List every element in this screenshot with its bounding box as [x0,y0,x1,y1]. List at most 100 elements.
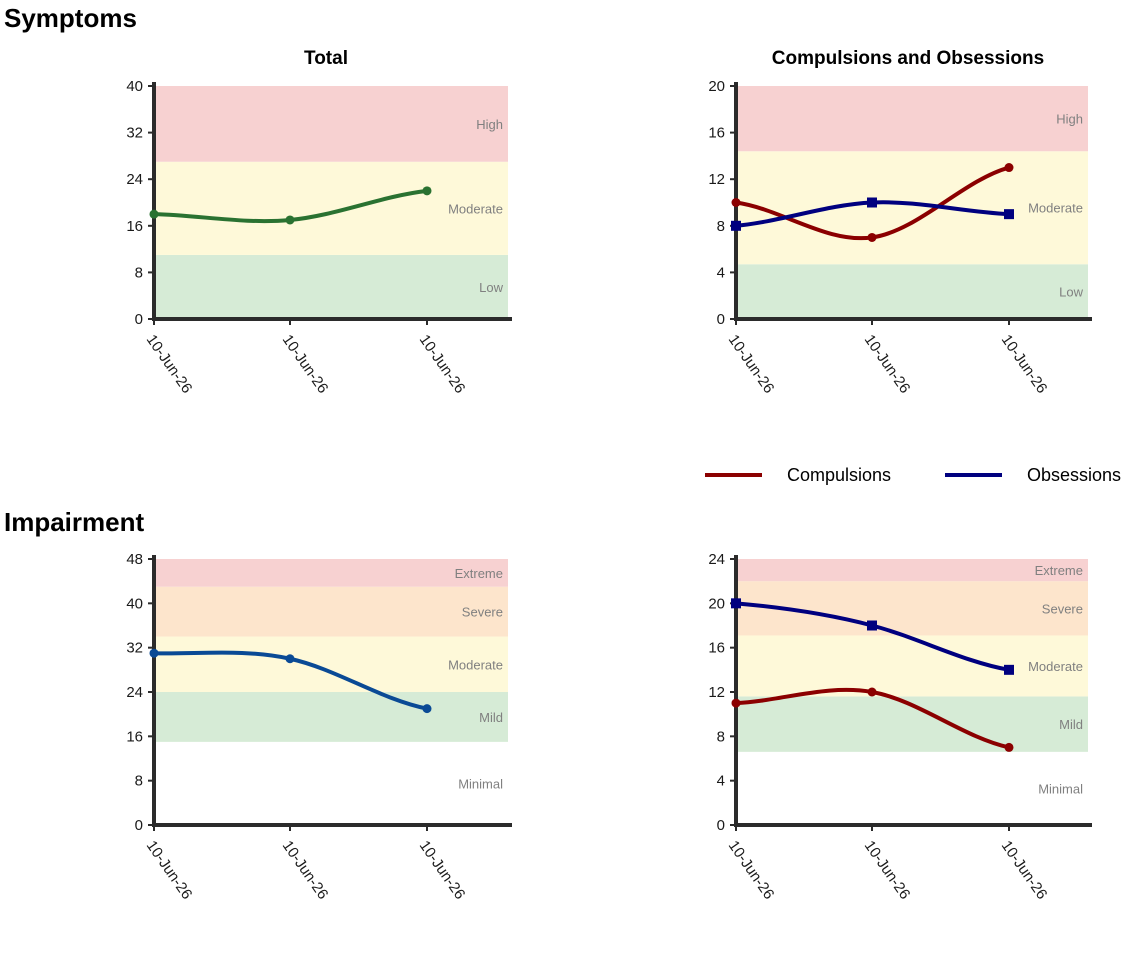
band-label-minimal: Minimal [1038,781,1083,796]
band-high [154,86,508,162]
x-tick-label: 10-Jun-26 [998,332,1051,397]
y-tick-label: 0 [135,817,143,834]
y-tick-label: 16 [708,640,725,657]
y-tick-label: 16 [126,728,143,745]
data-point-total [149,648,159,658]
y-tick-label: 48 [126,551,143,568]
data-point-compulsions [731,698,741,708]
y-tick-label: 4 [717,773,725,790]
legend-label-compulsions: Compulsions [787,465,891,485]
data-point-compulsions [1004,742,1014,752]
y-tick-label: 32 [126,640,143,657]
y-tick-label: 4 [717,264,725,281]
band-label-low: Low [479,280,503,295]
y-tick-label: 12 [708,171,725,188]
y-tick-label: 12 [708,684,725,701]
data-point-total [149,209,159,219]
band-label-extreme: Extreme [455,566,503,581]
data-point-obsessions [867,620,877,631]
x-tick-label: 10-Jun-26 [861,332,914,397]
severity-bands: Low Moderate High [154,86,508,319]
band-label-low: Low [1059,285,1083,300]
chart-impairment-compulsions-obsessions: Minimal Mild Moderate Severe Extreme 0 4 8 12 16 2… [708,551,1092,903]
data-point-compulsions [867,232,877,242]
data-point-obsessions [1004,209,1014,220]
band-moderate [736,635,1088,697]
severity-bands: Minimal Mild Moderate Severe Extreme [154,559,508,825]
chart-title: Total [304,48,348,69]
band-low [736,264,1088,319]
data-point-obsessions [867,197,877,208]
x-tick-label: 10-Jun-26 [998,838,1051,903]
chart-symptoms-compulsions-obsessions: Compulsions and Obsessions Low Moderate Hi… [708,48,1092,397]
data-point-compulsions [867,687,877,697]
chart-symptoms-total: Total Low Moderate High 0 8 16 24 32 40 10-Jun-26… [126,48,512,397]
band-label-moderate: Moderate [1028,659,1083,674]
band-severe [154,586,508,637]
data-point-obsessions [731,598,741,609]
band-mild [154,692,508,742]
y-tick-label: 8 [135,264,143,281]
band-label-extreme: Extreme [1035,563,1083,578]
data-point-total [285,654,295,664]
band-label-moderate: Moderate [1028,201,1083,216]
band-extreme [154,559,508,587]
chart-impairment-total: Minimal Mild Moderate Severe Extreme 0 8 16 24 32… [126,551,512,903]
band-label-minimal: Minimal [458,776,503,791]
band-moderate [154,636,508,692]
band-label-mild: Mild [1059,717,1083,732]
y-tick-label: 40 [126,595,143,612]
symptoms-section-title: Symptoms [4,3,137,33]
x-tick-label: 10-Jun-26 [861,838,914,903]
band-label-mild: Mild [479,710,503,725]
legend: Compulsions Obsessions [705,465,1121,485]
data-point-compulsions [1004,163,1014,173]
band-label-severe: Severe [462,605,503,620]
band-extreme [736,559,1088,582]
band-moderate [736,151,1088,265]
x-tick-label: 10-Jun-26 [143,838,196,903]
y-tick-label: 24 [708,551,725,568]
y-tick-label: 0 [135,311,143,328]
impairment-section-title: Impairment [4,507,145,537]
y-tick-label: 8 [717,218,725,235]
data-point-obsessions [1004,664,1014,675]
band-label-moderate: Moderate [448,657,503,672]
y-tick-label: 24 [126,684,143,701]
x-tick-label: 10-Jun-26 [725,332,778,397]
y-tick-label: 16 [708,125,725,142]
severity-bands: Low Moderate High [736,86,1088,319]
x-tick-label: 10-Jun-26 [725,838,778,903]
band-moderate [154,161,508,255]
x-tick-label: 10-Jun-26 [416,838,469,903]
band-label-high: High [476,117,503,132]
x-tick-label: 10-Jun-26 [143,332,196,397]
legend-label-obsessions: Obsessions [1027,465,1121,485]
chart-title: Compulsions and Obsessions [772,48,1044,69]
data-point-total [422,186,432,196]
y-tick-label: 8 [717,728,725,745]
y-tick-label: 0 [717,817,725,834]
band-high [736,86,1088,152]
y-tick-label: 8 [135,773,143,790]
y-tick-label: 40 [126,78,143,95]
y-tick-label: 32 [126,125,143,142]
data-point-obsessions [731,220,741,231]
band-minimal [154,741,508,825]
y-tick-label: 20 [708,595,725,612]
data-point-total [422,704,432,714]
y-tick-label: 20 [708,78,725,95]
y-tick-label: 24 [126,171,143,188]
y-tick-label: 16 [126,218,143,235]
band-minimal [736,751,1088,825]
band-label-severe: Severe [1042,601,1083,616]
x-tick-label: 10-Jun-26 [416,332,469,397]
band-label-high: High [1056,112,1083,127]
data-point-compulsions [731,198,741,207]
y-tick-label: 0 [717,311,725,328]
data-point-total [285,215,295,225]
severity-bands: Minimal Mild Moderate Severe Extreme [736,559,1088,825]
band-low [154,254,508,319]
x-tick-label: 10-Jun-26 [279,332,332,397]
